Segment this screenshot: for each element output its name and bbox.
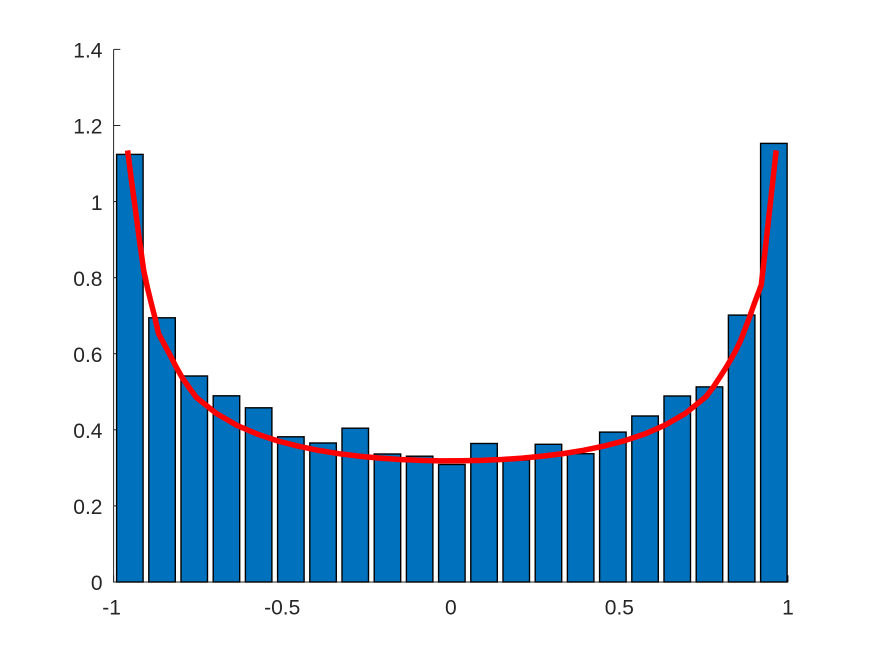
svg-text:1.2: 1.2 (73, 116, 102, 139)
svg-text:0.4: 0.4 (73, 420, 103, 443)
svg-text:0.2: 0.2 (73, 496, 102, 519)
svg-text:1.4: 1.4 (73, 40, 103, 63)
svg-text:1: 1 (782, 596, 794, 619)
svg-text:-0.5: -0.5 (264, 596, 300, 619)
svg-text:0: 0 (91, 572, 103, 595)
svg-text:0.6: 0.6 (73, 344, 102, 367)
svg-text:0: 0 (445, 596, 457, 619)
svg-text:1: 1 (91, 192, 103, 215)
svg-text:0.8: 0.8 (73, 268, 102, 291)
svg-text:-1: -1 (102, 596, 121, 619)
svg-text:0.5: 0.5 (605, 596, 634, 619)
